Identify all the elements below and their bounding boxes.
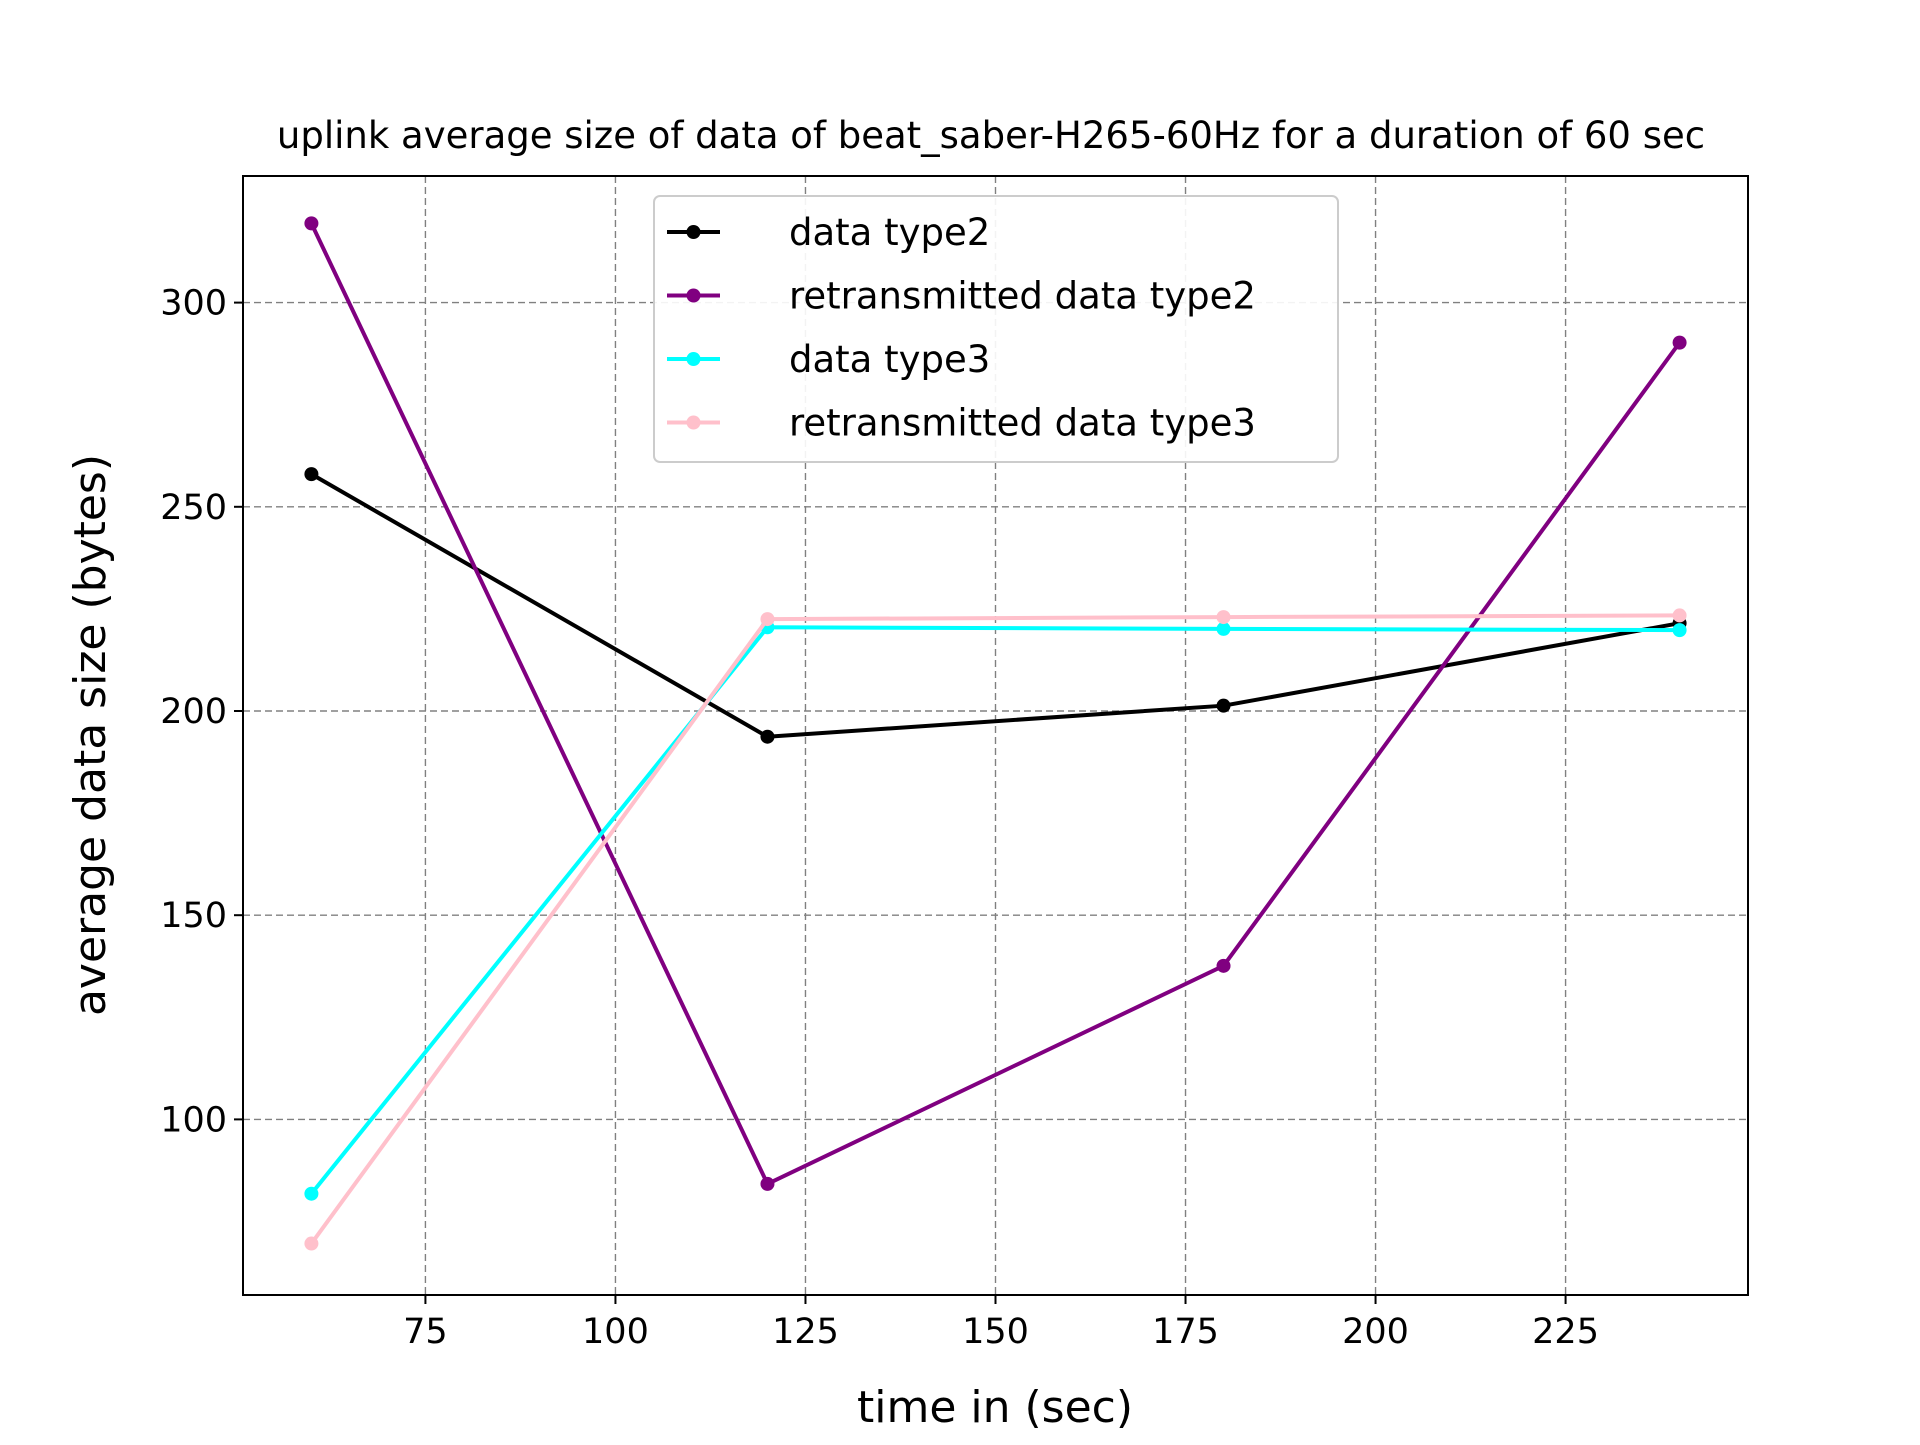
legend-marker — [686, 288, 701, 303]
x-tick-label: 75 — [403, 1312, 448, 1352]
data-point — [304, 467, 319, 482]
data-point — [760, 729, 775, 744]
series-line — [309, 625, 1680, 1195]
y-tick-label: 200 — [160, 692, 227, 732]
data-point — [1672, 623, 1687, 638]
x-tick-label: 150 — [962, 1312, 1029, 1352]
legend-marker — [686, 415, 701, 430]
y-axis-ticks: 100 150 200 250 300 — [160, 284, 243, 1140]
legend-label: retransmitted data type3 — [789, 402, 1256, 445]
legend-label: retransmitted data type2 — [789, 275, 1256, 318]
legend: data type2 retransmitted data type2 data t… — [653, 195, 1339, 463]
x-axis-label: time in (sec) — [857, 1382, 1133, 1433]
series-layer — [304, 216, 1687, 1251]
chart-title: uplink average size of data of beat_sabe… — [277, 114, 1705, 157]
legend-entries: data type2 retransmitted data type2 data t… — [667, 211, 1256, 445]
series-retransmitted-data-type3 — [304, 608, 1687, 1251]
series-retransmitted-data-type2 — [304, 216, 1687, 1191]
series-line — [309, 222, 1682, 1186]
legend-entry: data type3 — [667, 338, 990, 381]
data-point — [760, 612, 775, 627]
series-line — [309, 613, 1680, 1245]
x-tick-label: 100 — [582, 1312, 649, 1352]
data-point — [1672, 335, 1687, 350]
y-tick-label: 300 — [160, 284, 227, 324]
data-point — [1216, 621, 1231, 636]
data-point — [304, 216, 319, 231]
y-tick-label: 150 — [160, 896, 227, 936]
x-tick-label: 175 — [1152, 1312, 1219, 1352]
x-tick-label: 225 — [1532, 1312, 1599, 1352]
grid-lines — [243, 176, 1748, 1295]
data-point — [760, 1176, 775, 1191]
data-point — [1216, 698, 1231, 713]
x-tick-label: 125 — [772, 1312, 839, 1352]
legend-label: data type2 — [789, 211, 990, 254]
y-tick-label: 250 — [160, 488, 227, 528]
data-point — [304, 1236, 319, 1251]
legend-entry: retransmitted data type2 — [667, 275, 1256, 318]
data-point — [304, 1186, 319, 1201]
x-tick-label: 200 — [1342, 1312, 1409, 1352]
data-point — [1672, 608, 1687, 623]
legend-marker — [686, 225, 701, 239]
legend-entry: data type2 — [667, 211, 990, 254]
x-axis-ticks: 75 100 125 150 175 200 225 — [403, 1295, 1599, 1352]
legend-box — [653, 195, 1339, 463]
data-point — [1216, 958, 1231, 973]
y-tick-label: 100 — [160, 1100, 227, 1140]
series-line — [310, 472, 1680, 739]
legend-marker — [686, 352, 701, 366]
y-axis-label: average data size (bytes) — [65, 454, 116, 1016]
legend-entry: retransmitted data type3 — [667, 402, 1256, 445]
legend-label: data type3 — [789, 338, 990, 381]
data-point — [1216, 610, 1231, 625]
